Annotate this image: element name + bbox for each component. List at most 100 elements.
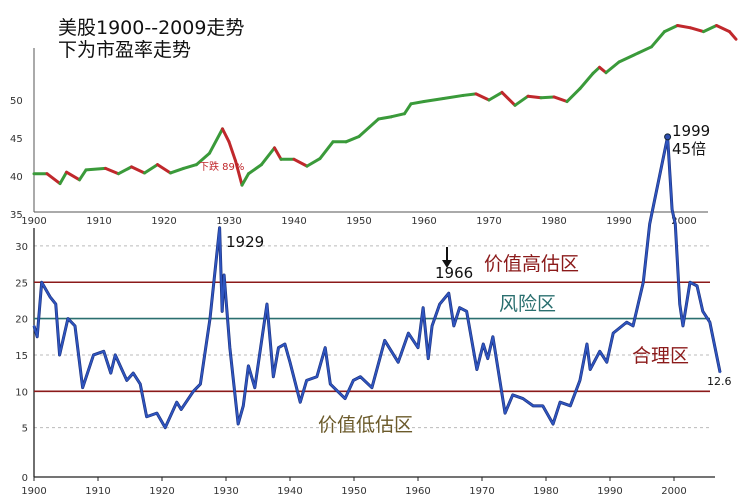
x-tick-label: 1970 (469, 486, 494, 497)
price-segment (650, 30, 666, 49)
pe-data-point (674, 223, 677, 225)
price-segment (552, 95, 569, 104)
pe-data-point (139, 383, 142, 385)
price-segment (715, 24, 731, 34)
price-segment (357, 117, 380, 138)
x-tick-label: 1900 (21, 486, 46, 497)
pe-data-point (352, 379, 355, 382)
pe-data-point (689, 281, 691, 284)
pe-data-point (102, 350, 105, 353)
price-segment (344, 134, 361, 144)
pe-data-point (431, 325, 433, 327)
drop-annotation: 下跌 89% (199, 160, 244, 173)
annotation-12-6: 12.6 (707, 375, 732, 388)
price-segment (390, 112, 406, 119)
pe-data-point (625, 321, 628, 324)
zone-label-fair: 合理区 (632, 345, 689, 367)
pe-data-point (114, 354, 117, 356)
price-segment (58, 170, 68, 186)
pe-data-point (36, 335, 38, 338)
x-tick-label: 1900 (21, 216, 46, 227)
pe-data-point (559, 401, 561, 404)
pe-data-point (316, 375, 318, 378)
pe-data-point (110, 372, 112, 374)
x-tick-label: 1920 (149, 486, 174, 497)
price-segment (474, 92, 491, 102)
pe-data-point (299, 401, 302, 404)
pe-data-point (371, 386, 373, 389)
pe-data-point (397, 361, 399, 364)
price-segment (500, 90, 517, 107)
pe-data-point (199, 383, 202, 385)
price-segment (208, 127, 224, 155)
price-segment (318, 140, 335, 161)
pe-data-point (81, 386, 84, 389)
x-tick-label: 1940 (277, 486, 302, 497)
pe-data-point (266, 303, 268, 305)
pe-data-point (237, 423, 239, 425)
price-segment (247, 163, 263, 176)
pe-data-point (254, 386, 256, 389)
pe-data-point (218, 226, 221, 229)
price-segment (104, 166, 120, 176)
price-segment (292, 157, 309, 168)
pe-data-point (719, 371, 721, 374)
pe-data-point (383, 339, 386, 342)
pe-data-point (709, 321, 711, 324)
price-segment (78, 168, 88, 182)
arrow-down-icon (442, 260, 452, 268)
x-tick-label: 1970 (476, 216, 501, 227)
pe-data-point (92, 354, 95, 356)
price-segment (45, 172, 62, 186)
y-tick-label: 20 (15, 315, 28, 326)
price-segment (442, 93, 465, 100)
x-tick-label: 1990 (597, 486, 622, 497)
y-tick-label: 30 (15, 242, 28, 253)
zone-label-high: 价值高估区 (484, 253, 579, 275)
price-segment (728, 30, 738, 41)
pe-data-point (696, 285, 698, 287)
price-segment (65, 170, 81, 182)
price-chart: 35 40 45 50 1900 1910 1920 1930 1940 1950 1960 1970… (10, 24, 738, 227)
pe-data-point (324, 346, 327, 349)
pe-data-point (447, 292, 450, 294)
pe-data-point (589, 368, 591, 371)
price-segment (143, 163, 159, 175)
price-segment (461, 92, 478, 97)
annotation-45x: 45倍 (672, 140, 706, 158)
x-tick-label: 1960 (405, 486, 430, 497)
title-line-2: 下为市盈率走势 (58, 39, 191, 61)
pe-data-point (54, 303, 57, 305)
price-segment (156, 163, 172, 175)
price-segment (377, 115, 393, 121)
price-segment (637, 45, 653, 55)
pe-data-point (407, 332, 410, 334)
y-tick-label: 10 (15, 387, 28, 398)
price-segment (260, 146, 276, 167)
pe-data-point (482, 343, 485, 345)
x-tick-label: 1980 (541, 216, 566, 227)
pe-data-point (67, 317, 69, 320)
price-segment (227, 140, 237, 163)
price-segment (663, 24, 679, 34)
pe-data-point (289, 361, 291, 364)
pe-data-point (492, 335, 494, 338)
pe-data-point (569, 405, 572, 407)
x-tick-label: 1910 (85, 486, 110, 497)
pe-data-point (329, 383, 332, 385)
y-tick-label: 35 (10, 210, 23, 221)
pe-data-point (209, 317, 211, 320)
pe-data-point (579, 379, 581, 382)
pe-data-point (465, 310, 468, 313)
pe-data-point (552, 423, 554, 425)
pe-data-point (637, 303, 639, 305)
pe-data-point (49, 295, 51, 298)
x-tick-label: 1980 (533, 486, 558, 497)
pe-chart: 0 5 10 15 20 25 30 1900 1910 1920 1930 1940 1950 1960… (15, 122, 731, 497)
pe-data-point (145, 415, 148, 418)
pe-data-point (344, 397, 346, 400)
pe-data-point (126, 379, 128, 382)
pe-data-point (180, 408, 182, 411)
y-tick-label: 25 (15, 278, 28, 289)
